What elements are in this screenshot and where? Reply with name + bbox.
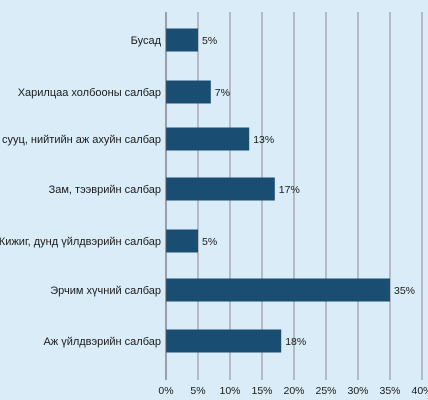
bar [166,229,198,253]
x-tick-label: 10% [219,385,240,397]
category-label: Бусад [131,35,162,47]
category-label: Жижиг, дунд үйлдвэрийн салбар [0,236,161,248]
category-label: Эрчим хүчний салбар [50,285,161,297]
x-tick-label: 0% [158,385,173,397]
value-label: 7% [215,87,230,99]
value-label: 13% [253,134,274,146]
value-label: 5% [202,35,217,47]
x-tick-label: 35% [379,385,400,397]
bar [166,28,198,52]
category-label: Харилцаа холбооны салбар [18,87,161,99]
category-label: Зам, тээврийн салбар [49,184,161,196]
x-tick-label: 5% [190,385,205,397]
bar [166,80,211,104]
bar [166,127,250,151]
x-axis-tick-labels: 0% 5% 10% 15% 20% 25% 30% 35% 40% [158,385,428,397]
x-tick-label: 40% [411,385,428,397]
x-tick-label: 25% [315,385,336,397]
value-labels: 5% 7% 13% 17% 5% 35% 18% [202,35,415,348]
value-label: 5% [202,236,217,248]
value-label: 18% [285,336,306,348]
bar [166,329,282,353]
x-tick-label: 30% [347,385,368,397]
value-label: 35% [394,285,415,297]
x-tick-label: 15% [251,385,272,397]
bars [166,28,390,353]
category-labels: Бусад Харилцаа холбооны салбар Орон сууц, … [0,35,162,348]
bar [166,278,390,302]
category-label: Аж үйлдвэрийн салбар [43,336,161,348]
value-label: 17% [279,184,300,196]
category-label: Орон сууц, нийтийн аж ахуйн салбар [0,134,161,146]
bar [166,177,275,201]
x-tick-label: 20% [283,385,304,397]
